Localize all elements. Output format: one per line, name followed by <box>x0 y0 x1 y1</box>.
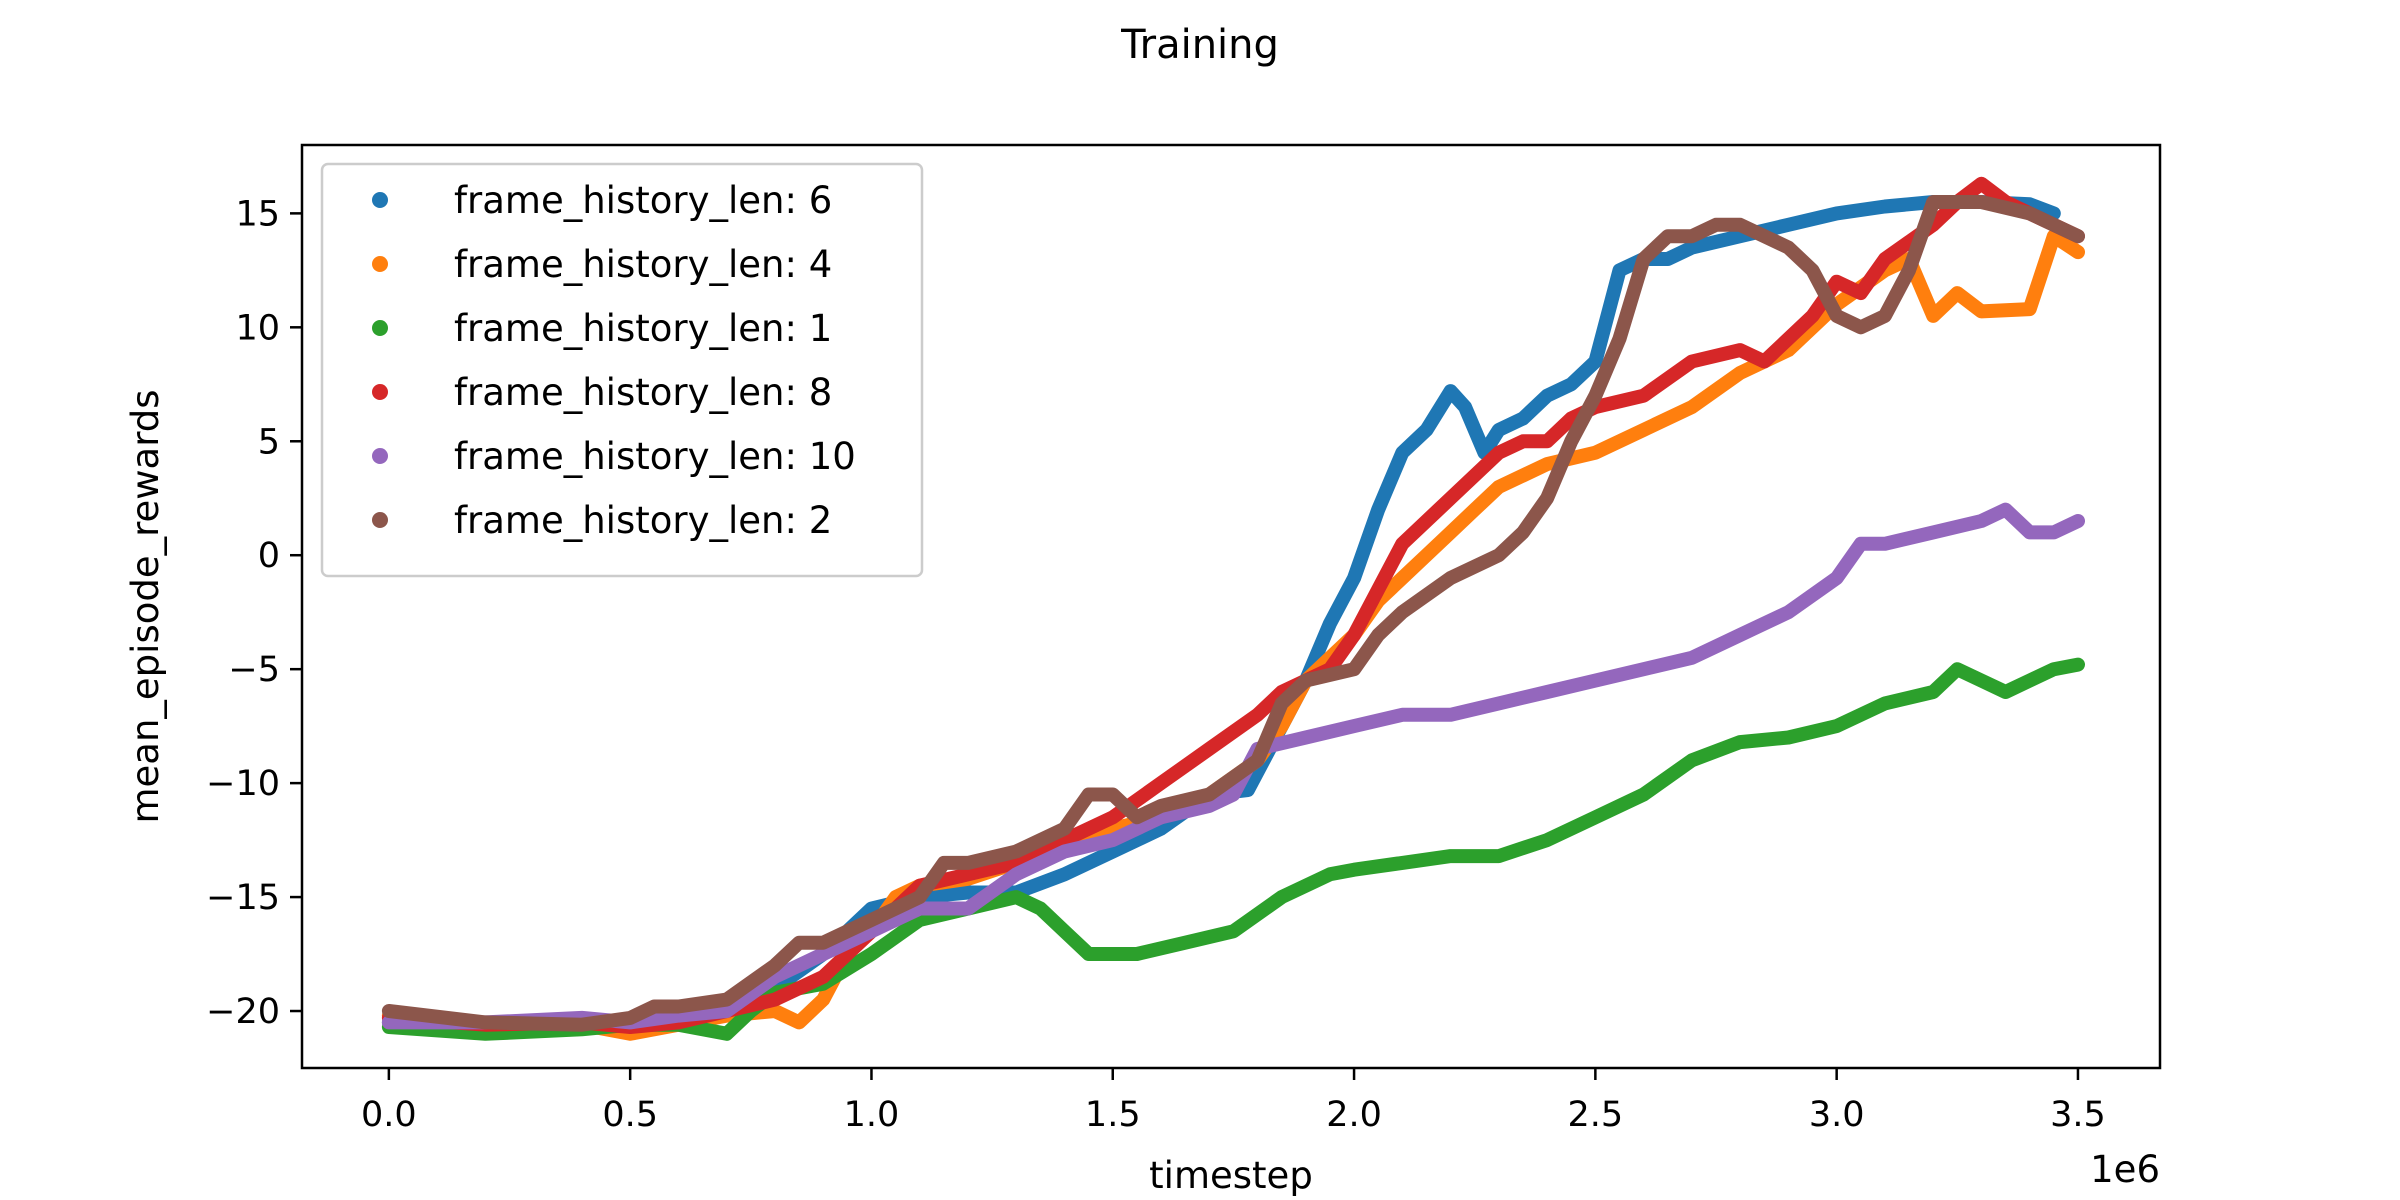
legend: frame_history_len: 6 frame_history_len: 4… <box>320 162 924 578</box>
x-axis-offset-label: 1e6 <box>2090 1148 2160 1191</box>
x-axis: 0.0 0.5 1.0 1.5 2.0 2.5 3.0 3.5 <box>361 1068 2106 1135</box>
series-line-4 <box>381 502 2085 1030</box>
y-axis-label: mean_episode_rewards <box>124 389 167 823</box>
x-tick-label: 3.5 <box>2050 1095 2106 1135</box>
axes-frame <box>300 143 2162 1070</box>
series-layer <box>381 176 2085 1041</box>
y-tick-label: 0 <box>258 536 280 576</box>
legend-label: frame_history_len: 10 <box>454 435 856 478</box>
legend-marker <box>372 384 388 400</box>
x-axis-label: timestep <box>1149 1154 1313 1197</box>
legend-marker <box>372 192 388 208</box>
legend-label: frame_history_len: 1 <box>454 307 832 350</box>
legend-marker <box>372 256 388 272</box>
legend-label: frame_history_len: 4 <box>454 243 832 286</box>
series-line-3 <box>381 176 2085 1034</box>
legend-box <box>320 162 924 578</box>
legend-marker <box>372 320 388 336</box>
legend-marker <box>372 448 388 464</box>
y-tick-label: −5 <box>228 650 280 690</box>
y-tick-label: −20 <box>206 992 280 1032</box>
legend-label: frame_history_len: 6 <box>454 179 832 222</box>
x-tick-label: 3.0 <box>1809 1095 1865 1135</box>
x-tick-label: 2.5 <box>1568 1095 1624 1135</box>
x-tick-label: 0.5 <box>602 1095 658 1135</box>
x-tick-label: 1.5 <box>1085 1095 1141 1135</box>
chart-title: Training <box>1120 22 1279 68</box>
series-line-5 <box>381 195 2085 1032</box>
y-tick-label: −15 <box>206 878 280 918</box>
x-tick-label: 2.0 <box>1326 1095 1382 1135</box>
y-tick-label: −10 <box>206 764 280 804</box>
y-tick-label: 15 <box>235 194 280 234</box>
y-tick-label: 5 <box>258 422 280 462</box>
legend-label: frame_history_len: 2 <box>454 499 832 542</box>
y-axis: −20 −15 −10 −5 0 5 10 15 <box>206 194 302 1032</box>
x-tick-label: 1.0 <box>844 1095 900 1135</box>
x-tick-label: 0.0 <box>361 1095 417 1135</box>
y-tick-label: 10 <box>235 308 280 348</box>
legend-marker <box>372 512 388 528</box>
legend-label: frame_history_len: 8 <box>454 371 832 414</box>
